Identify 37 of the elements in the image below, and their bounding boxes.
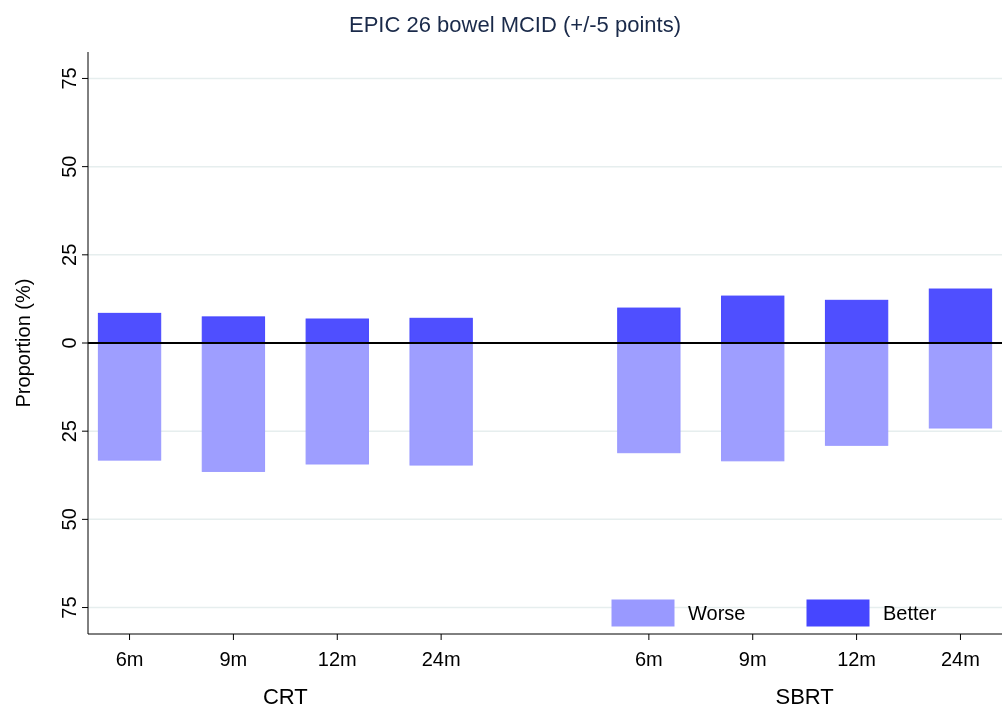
- bar: [928, 288, 993, 344]
- x-tick-label: 12m: [837, 648, 877, 670]
- bar: [824, 342, 889, 446]
- x-tick-label: 12m: [317, 648, 357, 670]
- bar: [721, 342, 785, 462]
- x-tick-label: 9m: [219, 648, 248, 670]
- y-axis-title: Proportion (%): [12, 278, 34, 408]
- x-tick-label: 6m: [634, 648, 663, 670]
- y-tick-label: 50: [58, 508, 80, 531]
- text: CRT: [262, 684, 308, 709]
- bar: [305, 342, 369, 465]
- x-tick-label: 6m: [115, 648, 144, 670]
- y-tick-label: 0: [58, 337, 80, 349]
- y-tick-label: 75: [58, 596, 80, 619]
- x-tick-label: 24m: [941, 648, 980, 670]
- bar: [824, 299, 889, 344]
- bar: [409, 342, 473, 466]
- text: SBRT: [775, 684, 834, 709]
- bar: [201, 342, 266, 472]
- y-tick-label: 75: [58, 67, 80, 90]
- y-tick-label: 25: [58, 243, 80, 266]
- bar: [721, 295, 785, 344]
- bar: [928, 342, 993, 429]
- bar: [97, 342, 162, 461]
- x-tick-label: 9m: [738, 648, 767, 670]
- x-tick-label: 24m: [421, 648, 461, 670]
- y-tick-label: 50: [58, 155, 80, 178]
- y-tick-label: 25: [58, 420, 80, 443]
- legend-label: Worse: [688, 602, 746, 624]
- bar: [201, 316, 266, 344]
- bar: [617, 307, 681, 344]
- bar: [617, 342, 681, 454]
- bar: [305, 318, 369, 344]
- legend-label: Better: [883, 602, 937, 624]
- bar: [97, 312, 162, 344]
- bar: [409, 317, 473, 344]
- chart-title: EPIC 26 bowel MCID (+/-5 points): [349, 12, 681, 37]
